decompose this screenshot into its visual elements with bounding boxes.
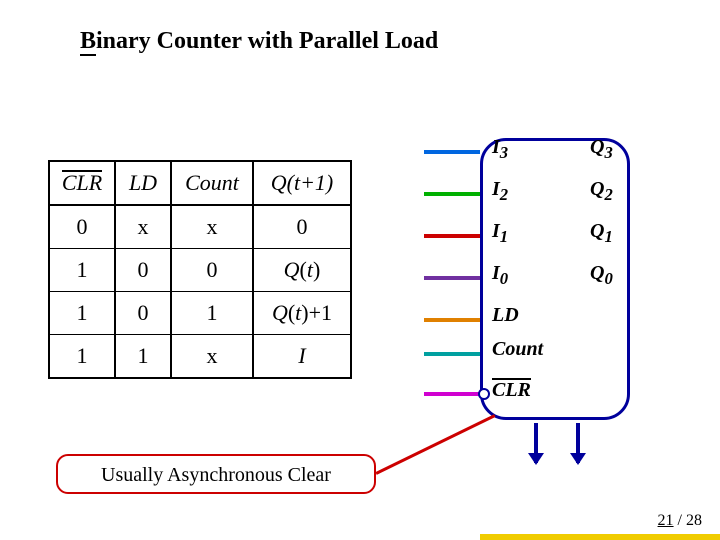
th-clr: CLR bbox=[49, 161, 115, 205]
output-label: Q2 bbox=[590, 178, 613, 205]
output-label: Q0 bbox=[590, 262, 613, 289]
input-label: Count bbox=[492, 338, 543, 361]
input-wire bbox=[424, 150, 480, 154]
cell: 1 bbox=[171, 292, 253, 335]
cell: I bbox=[253, 335, 351, 379]
input-label: I0 bbox=[492, 262, 508, 289]
cell: Q(t)+1 bbox=[253, 292, 351, 335]
input-label: I2 bbox=[492, 178, 508, 205]
input-wire bbox=[424, 392, 480, 396]
table-header-row: CLR LD Count Q(t+1) bbox=[49, 161, 351, 205]
callout-box: Usually Asynchronous Clear bbox=[56, 454, 376, 494]
th-ld: LD bbox=[115, 161, 171, 205]
footer-strip bbox=[480, 534, 720, 540]
cell: x bbox=[171, 205, 253, 249]
input-wire bbox=[424, 318, 480, 322]
cell: 1 bbox=[49, 249, 115, 292]
truth-table: CLR LD Count Q(t+1) 0 x x 0 1 0 0 Q(t) 1… bbox=[48, 160, 352, 379]
input-wire bbox=[424, 192, 480, 196]
cell: 0 bbox=[115, 249, 171, 292]
cell: 0 bbox=[115, 292, 171, 335]
input-label: LD bbox=[492, 304, 519, 327]
th-q: Q(t+1) bbox=[253, 161, 351, 205]
cell: 0 bbox=[49, 205, 115, 249]
input-wire bbox=[424, 276, 480, 280]
cell: 1 bbox=[115, 335, 171, 379]
invert-bubble bbox=[478, 388, 490, 400]
input-label: I1 bbox=[492, 220, 508, 247]
cell: 1 bbox=[49, 292, 115, 335]
output-label: Q3 bbox=[590, 136, 613, 163]
table-row: 1 0 1 Q(t)+1 bbox=[49, 292, 351, 335]
input-wire bbox=[424, 234, 480, 238]
clock-arrow bbox=[534, 423, 538, 463]
table-row: 1 0 0 Q(t) bbox=[49, 249, 351, 292]
cell: Q(t) bbox=[253, 249, 351, 292]
page-number: 21 / 28 bbox=[658, 512, 702, 530]
callout-connector bbox=[375, 414, 495, 474]
table-row: 1 1 x I bbox=[49, 335, 351, 379]
output-label: Q1 bbox=[590, 220, 613, 247]
cell: 1 bbox=[49, 335, 115, 379]
cell: x bbox=[115, 205, 171, 249]
page-total: 28 bbox=[686, 512, 702, 529]
slide-title: Binary Counter with Parallel Load bbox=[80, 28, 438, 55]
callout-text: Usually Asynchronous Clear bbox=[101, 464, 331, 486]
title-rest: inary Counter with Parallel Load bbox=[96, 28, 438, 54]
title-letter-b: B bbox=[80, 28, 96, 56]
cell: 0 bbox=[253, 205, 351, 249]
th-count: Count bbox=[171, 161, 253, 205]
input-label: CLR bbox=[492, 378, 531, 402]
page-sep: / bbox=[674, 512, 686, 529]
page-current: 21 bbox=[658, 512, 674, 529]
cell: 0 bbox=[171, 249, 253, 292]
table-row: 0 x x 0 bbox=[49, 205, 351, 249]
input-wire bbox=[424, 352, 480, 356]
cell: x bbox=[171, 335, 253, 379]
clock-arrow bbox=[576, 423, 580, 463]
input-label: I3 bbox=[492, 136, 508, 163]
